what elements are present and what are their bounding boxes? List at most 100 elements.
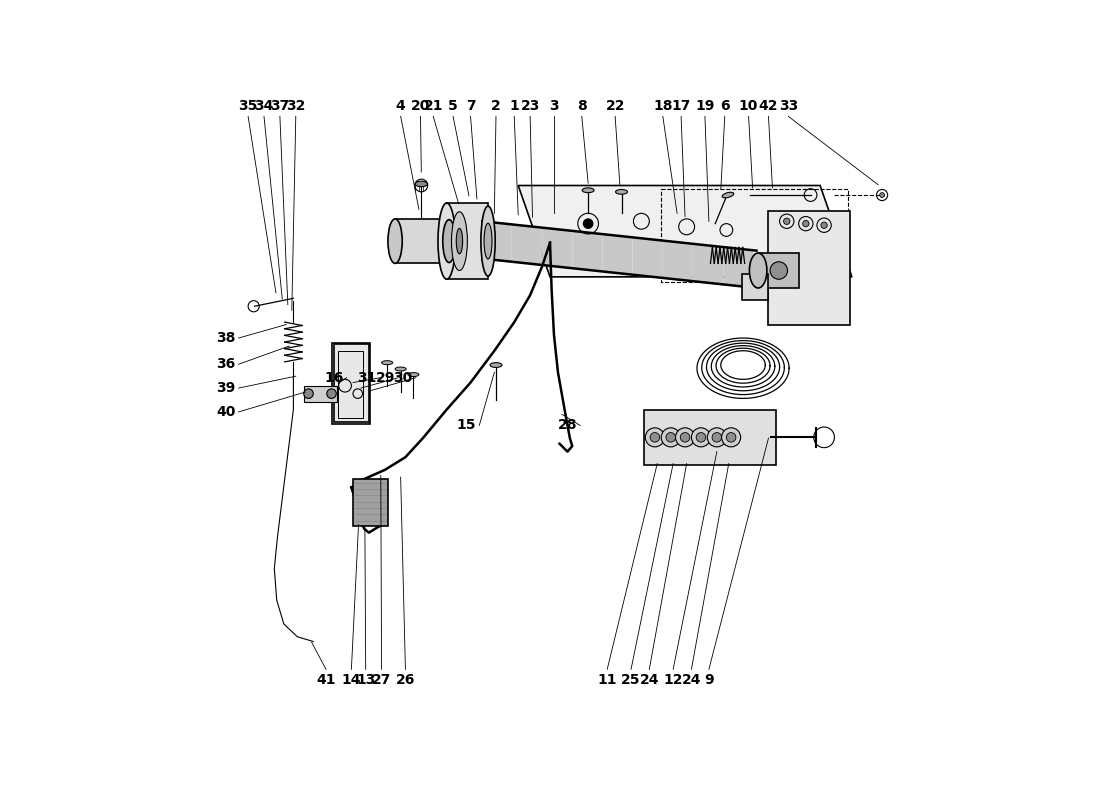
Text: 24: 24 <box>682 673 701 686</box>
Circle shape <box>646 428 664 447</box>
Polygon shape <box>769 211 850 325</box>
Circle shape <box>722 428 740 447</box>
Circle shape <box>680 433 690 442</box>
Text: 2: 2 <box>491 99 501 113</box>
Polygon shape <box>663 241 692 282</box>
Circle shape <box>783 218 790 225</box>
Text: 20: 20 <box>410 99 430 113</box>
Text: 7: 7 <box>465 99 475 113</box>
Text: 32: 32 <box>286 99 306 113</box>
Circle shape <box>650 433 660 442</box>
Text: 29: 29 <box>376 370 395 385</box>
Circle shape <box>675 428 694 447</box>
Text: 27: 27 <box>372 673 392 686</box>
Polygon shape <box>447 203 488 279</box>
Ellipse shape <box>442 220 455 262</box>
Text: 15: 15 <box>456 418 476 433</box>
Polygon shape <box>724 247 752 288</box>
Ellipse shape <box>456 229 463 254</box>
Text: 23: 23 <box>520 99 540 113</box>
Bar <box>758 253 800 288</box>
Polygon shape <box>483 222 512 262</box>
Circle shape <box>696 433 706 442</box>
Text: 35: 35 <box>239 99 257 113</box>
Polygon shape <box>603 234 631 275</box>
Ellipse shape <box>382 361 393 365</box>
Bar <box>304 386 337 402</box>
Bar <box>338 350 363 418</box>
Polygon shape <box>353 479 388 526</box>
Ellipse shape <box>484 223 492 259</box>
Text: 33: 33 <box>779 99 798 113</box>
Text: 17: 17 <box>671 99 691 113</box>
Polygon shape <box>334 344 368 422</box>
Text: 34: 34 <box>254 99 274 113</box>
Ellipse shape <box>388 219 403 263</box>
Ellipse shape <box>582 188 594 193</box>
Polygon shape <box>573 231 602 272</box>
Circle shape <box>803 221 808 227</box>
Ellipse shape <box>438 203 455 279</box>
Circle shape <box>327 389 337 398</box>
Circle shape <box>304 389 313 398</box>
Polygon shape <box>395 219 449 263</box>
Circle shape <box>770 262 788 279</box>
Text: 25: 25 <box>621 673 641 686</box>
Text: 8: 8 <box>576 99 586 113</box>
Text: 42: 42 <box>759 99 778 113</box>
Text: 1: 1 <box>509 99 519 113</box>
Text: 39: 39 <box>217 381 235 395</box>
Text: 37: 37 <box>271 99 289 113</box>
Ellipse shape <box>451 212 468 270</box>
Circle shape <box>692 428 711 447</box>
Circle shape <box>583 219 593 229</box>
Text: 26: 26 <box>396 673 415 686</box>
Text: 31: 31 <box>358 370 377 385</box>
Text: 21: 21 <box>424 99 443 113</box>
Polygon shape <box>634 238 662 278</box>
Text: 38: 38 <box>217 331 235 345</box>
Ellipse shape <box>749 253 767 288</box>
Ellipse shape <box>481 206 495 276</box>
Circle shape <box>726 433 736 442</box>
Text: 16: 16 <box>324 370 343 385</box>
Text: 28: 28 <box>558 418 578 433</box>
Text: 10: 10 <box>739 99 758 113</box>
Text: 11: 11 <box>597 673 617 686</box>
Text: 24: 24 <box>639 673 659 686</box>
Polygon shape <box>742 274 769 300</box>
Text: 40: 40 <box>217 405 235 419</box>
Ellipse shape <box>490 362 502 367</box>
Text: 41: 41 <box>316 673 336 686</box>
Text: 19: 19 <box>695 99 715 113</box>
Circle shape <box>707 428 726 447</box>
Text: 36: 36 <box>217 358 235 371</box>
Circle shape <box>661 428 680 447</box>
Text: 22: 22 <box>605 99 625 113</box>
Text: 4: 4 <box>396 99 406 113</box>
Polygon shape <box>644 410 777 465</box>
Polygon shape <box>518 186 851 277</box>
Text: 30: 30 <box>394 370 412 385</box>
Text: 14: 14 <box>342 673 361 686</box>
Circle shape <box>821 222 827 229</box>
Ellipse shape <box>395 367 406 371</box>
Bar <box>332 342 371 424</box>
Ellipse shape <box>415 181 428 186</box>
Circle shape <box>880 193 884 198</box>
Polygon shape <box>543 228 572 268</box>
Text: 3: 3 <box>549 99 559 113</box>
Text: 12: 12 <box>663 673 683 686</box>
Ellipse shape <box>616 190 627 194</box>
Ellipse shape <box>723 192 734 198</box>
Text: 6: 6 <box>720 99 729 113</box>
Text: 5: 5 <box>448 99 458 113</box>
Circle shape <box>712 433 722 442</box>
Text: 9: 9 <box>704 673 714 686</box>
Ellipse shape <box>408 373 419 377</box>
Text: 18: 18 <box>653 99 672 113</box>
Text: 13: 13 <box>356 673 375 686</box>
Polygon shape <box>694 244 723 285</box>
Circle shape <box>666 433 675 442</box>
Polygon shape <box>513 225 541 265</box>
